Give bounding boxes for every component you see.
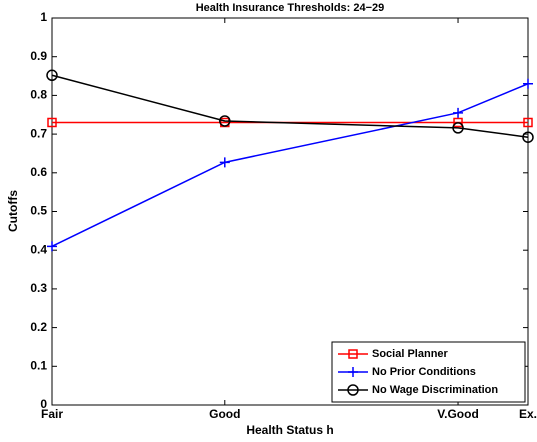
marker [348,367,358,377]
x-axis-label: Health Status h [246,423,333,437]
y-tick-label: 0.5 [30,204,47,218]
y-axis-label: Cutoffs [6,190,20,232]
y-tick-label: 0.2 [30,320,47,334]
marker [46,69,58,82]
marker [452,122,464,134]
marker [453,117,463,128]
marker [453,107,464,118]
y-tick-label: 0 [40,397,47,411]
marker [523,78,533,89]
marker [347,384,359,396]
y-tick-label: 0.9 [30,49,47,63]
legend-label: No Prior Conditions [372,366,476,378]
marker [47,241,57,252]
y-tick-label: 0.6 [30,165,47,179]
marker [219,157,230,168]
plot-area [51,17,529,406]
x-tick-label: V.Good [437,407,479,421]
y-tick-label: 0.8 [30,88,47,102]
series-line [51,83,529,248]
y-tick-label: 0.1 [30,358,47,372]
marker [348,349,358,359]
marker [522,131,534,143]
legend-label: Social Planner [372,348,449,360]
x-tick-label: Fair [41,407,63,421]
x-tick-label: Good [209,407,240,421]
legend: Social Planner No Prior Conditions No Wage… [331,341,526,403]
x-tick-label: Ex. [519,407,537,421]
chart-title: Health Insurance Thresholds: 24−29 [196,2,385,14]
marker [523,117,533,128]
y-tick-label: 0.3 [30,281,47,295]
marker [219,115,231,127]
y-tick-label: 1 [40,10,47,24]
y-tick-label: 0.7 [30,126,47,140]
legend-label: No Wage Discrimination [372,384,498,396]
y-tick-label: 0.4 [30,242,47,256]
series-line [51,74,529,138]
marker [47,117,57,128]
